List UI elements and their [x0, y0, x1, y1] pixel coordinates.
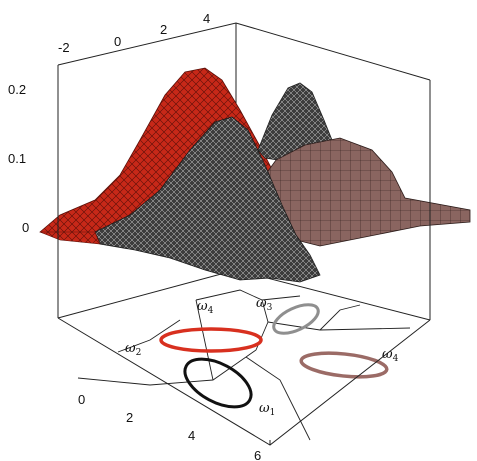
bottom-tick-2: 4: [188, 428, 195, 443]
bottom-tick-3: 6: [254, 448, 261, 461]
omega4-contour: [299, 351, 389, 379]
omega1-contour: [183, 357, 253, 409]
top-tick-3: 4: [203, 11, 210, 26]
bottom-tick-1: 2: [126, 410, 133, 425]
dark-density-surface: [94, 116, 321, 283]
top-axis: -2 0 2 4: [58, 11, 210, 55]
bounding-box-front: [57, 65, 431, 446]
omega2-label: ω2: [125, 341, 141, 358]
omega1-label: ω1: [259, 401, 275, 418]
omega4-label-right: ω4: [382, 347, 399, 364]
vertical-axis: 0.2 0.1 0: [8, 82, 29, 235]
omega3-label: ω3: [256, 296, 273, 313]
top-tick-0: -2: [58, 40, 70, 55]
top-tick-1: 0: [114, 34, 121, 49]
bottom-axis: 0 2 4 6: [78, 392, 261, 461]
omega3-contour: [272, 303, 320, 335]
z-tick-0: 0.2: [8, 82, 26, 97]
top-tick-2: 2: [160, 22, 167, 37]
bottom-tick-0: 0: [78, 392, 85, 407]
decision-boundaries: [77, 289, 411, 441]
omega2-contour: [159, 327, 263, 353]
flat-surface-edge: [39, 231, 101, 245]
omega4-label-upper: ω4: [197, 299, 214, 316]
z-tick-2: 0: [22, 220, 29, 235]
z-tick-1: 0.1: [8, 151, 26, 166]
